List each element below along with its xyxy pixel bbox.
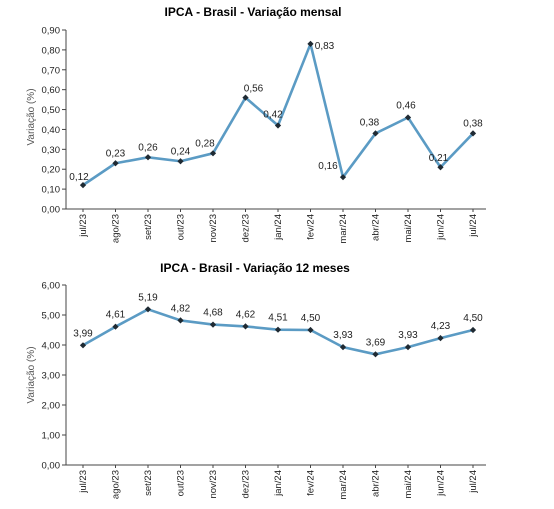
data-point bbox=[404, 343, 412, 351]
twelve-month-chart: IPCA - Brasil - Variação 12 meses Variaç… bbox=[26, 261, 486, 500]
data-point bbox=[112, 160, 119, 167]
x-tick-label: set/23 bbox=[143, 470, 154, 496]
y-tick-label: 0,10 bbox=[42, 185, 61, 196]
x-tick-label: jun/24 bbox=[436, 214, 447, 241]
data-point bbox=[437, 334, 444, 342]
x-tick-label: jan/24 bbox=[273, 470, 284, 497]
data-label: 4,62 bbox=[236, 309, 256, 320]
data-label: 4,23 bbox=[431, 321, 451, 332]
y-tick-label: 2,00 bbox=[42, 401, 61, 412]
chart-title: IPCA - Brasil - Variação 12 meses bbox=[160, 261, 350, 275]
data-label: 4,51 bbox=[268, 313, 288, 324]
x-tick-label: ago/23 bbox=[111, 214, 122, 243]
data-point bbox=[79, 182, 87, 189]
data-label: 4,82 bbox=[171, 303, 191, 314]
y-tick-label: 6,00 bbox=[42, 281, 61, 292]
data-point bbox=[242, 94, 249, 101]
x-tick-label: jul/23 bbox=[78, 214, 89, 238]
x-tick-label: jun/24 bbox=[436, 470, 447, 497]
y-tick-label: 0,60 bbox=[42, 85, 61, 96]
x-tick-label: dez/23 bbox=[241, 470, 252, 499]
data-label: 0,23 bbox=[106, 148, 126, 159]
data-label: 4,50 bbox=[301, 313, 321, 324]
data-point bbox=[242, 323, 249, 330]
data-label: 4,68 bbox=[203, 308, 223, 319]
data-label: 5,19 bbox=[138, 292, 158, 303]
x-tick-label: mai/24 bbox=[403, 470, 414, 499]
data-label: 0,21 bbox=[429, 153, 449, 164]
x-tick-label: out/23 bbox=[176, 470, 187, 496]
x-tick-label: jul/24 bbox=[468, 470, 479, 494]
data-label: 0,83 bbox=[315, 41, 335, 52]
data-label: 0,12 bbox=[69, 172, 89, 183]
x-tick-label: fev/24 bbox=[306, 214, 317, 240]
data-point bbox=[177, 317, 184, 324]
y-tick-label: 0,20 bbox=[42, 165, 61, 176]
x-tick-label: nov/23 bbox=[208, 214, 219, 243]
data-label: 0,28 bbox=[195, 138, 215, 149]
x-tick-label: out/23 bbox=[176, 214, 187, 240]
data-label: 3,69 bbox=[366, 337, 386, 348]
y-axis-label: Variação (%) bbox=[26, 346, 37, 403]
y-axis-label: Variação (%) bbox=[26, 88, 37, 145]
monthly-chart: IPCA - Brasil - Variação mensal Variação… bbox=[26, 5, 486, 244]
data-label: 0,26 bbox=[138, 142, 158, 153]
x-tick-label: jul/24 bbox=[468, 214, 479, 238]
x-tick-label: mar/24 bbox=[338, 214, 349, 244]
y-tick-label: 1,00 bbox=[42, 431, 61, 442]
data-point bbox=[177, 158, 184, 165]
chart-title: IPCA - Brasil - Variação mensal bbox=[165, 5, 342, 19]
data-point bbox=[372, 351, 379, 358]
x-tick-label: set/23 bbox=[143, 214, 154, 240]
x-tick-label: abr/24 bbox=[371, 214, 382, 241]
y-tick-label: 0,30 bbox=[42, 145, 61, 156]
data-label: 0,24 bbox=[171, 146, 191, 157]
data-label: 3,93 bbox=[333, 330, 353, 341]
data-point bbox=[469, 326, 477, 334]
x-tick-label: ago/23 bbox=[111, 470, 122, 499]
data-point bbox=[144, 154, 152, 161]
y-tick-label: 0,80 bbox=[42, 45, 61, 56]
x-tick-label: jan/24 bbox=[273, 214, 284, 241]
data-label: 3,99 bbox=[73, 328, 93, 339]
x-tick-label: abr/24 bbox=[371, 470, 382, 497]
y-tick-label: 5,00 bbox=[42, 311, 61, 322]
data-point bbox=[209, 321, 217, 328]
data-label: 3,93 bbox=[398, 330, 418, 341]
data-point bbox=[274, 326, 282, 333]
x-tick-label: mar/24 bbox=[338, 470, 349, 500]
data-point bbox=[209, 150, 217, 157]
data-label: 0,38 bbox=[360, 117, 380, 128]
data-label: 0,46 bbox=[396, 101, 416, 112]
x-tick-label: fev/24 bbox=[306, 470, 317, 496]
y-tick-label: 0,00 bbox=[42, 205, 61, 216]
data-point bbox=[339, 343, 347, 351]
data-label: 0,42 bbox=[263, 109, 283, 120]
data-point bbox=[307, 326, 314, 334]
data-label: 4,61 bbox=[106, 310, 126, 321]
y-tick-label: 3,00 bbox=[42, 371, 61, 382]
x-tick-label: nov/23 bbox=[208, 470, 219, 499]
data-label: 0,56 bbox=[244, 84, 264, 95]
y-tick-label: 4,00 bbox=[42, 341, 61, 352]
data-label: 0,16 bbox=[318, 161, 338, 172]
x-tick-label: mai/24 bbox=[403, 214, 414, 243]
y-tick-label: 0,50 bbox=[42, 105, 61, 116]
y-tick-label: 0,70 bbox=[42, 65, 61, 76]
data-label: 0,38 bbox=[463, 118, 483, 129]
x-tick-label: jul/23 bbox=[78, 470, 89, 494]
x-tick-label: dez/23 bbox=[241, 214, 252, 243]
y-tick-label: 0,40 bbox=[42, 125, 61, 136]
data-label: 4,50 bbox=[463, 313, 483, 324]
y-tick-label: 0,00 bbox=[42, 461, 61, 472]
y-tick-label: 0,90 bbox=[42, 26, 61, 37]
